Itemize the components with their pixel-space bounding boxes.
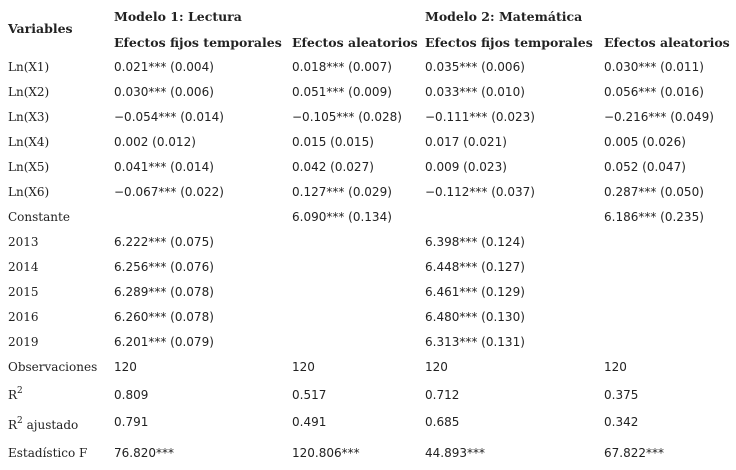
cell-m1-re: 120.806*** <box>292 446 360 460</box>
cell-m1-re: 120 <box>292 360 315 374</box>
row-label: Ln(X5) <box>8 160 50 174</box>
cell-m2-fe: 6.448*** (0.127) <box>425 260 525 274</box>
cell-m2-re: 6.186*** (0.235) <box>604 210 704 224</box>
cell-m2-re: −0.216*** (0.049) <box>604 110 714 124</box>
cell-m2-fe: 0.712 <box>425 388 460 402</box>
table-row: 2019 6.201*** (0.079) 6.313*** (0.131) <box>0 330 736 354</box>
cell-m2-fe: 44.893*** <box>425 446 485 460</box>
subcol-m1-fixed: Efectos fijos temporales <box>114 35 282 50</box>
cell-m1-re: 0.018*** (0.007) <box>292 60 392 74</box>
cell-m1-fe: −0.054*** (0.014) <box>114 110 224 124</box>
cell-m2-fe: 6.480*** (0.130) <box>425 310 525 324</box>
cell-m2-fe: 0.009 (0.023) <box>425 160 507 174</box>
cell-m1-fe: 6.256*** (0.076) <box>114 260 214 274</box>
cell-m2-re: 0.030*** (0.011) <box>604 60 704 74</box>
row-label: Constante <box>8 210 70 224</box>
row-label: Ln(X3) <box>8 110 50 124</box>
cell-m2-re: 0.056*** (0.016) <box>604 85 704 99</box>
subcol-m2-fixed: Efectos fijos temporales <box>425 35 593 50</box>
row-label: 2014 <box>8 260 39 274</box>
cell-m1-re: 0.491 <box>292 415 327 429</box>
row-label-r2: R2 <box>8 386 23 403</box>
subcol-m1-random: Efectos aleatorios <box>292 35 418 50</box>
cell-m1-fe: 6.222*** (0.075) <box>114 235 214 249</box>
cell-m2-re: 120 <box>604 360 627 374</box>
cell-m2-re: 0.005 (0.026) <box>604 135 686 149</box>
row-label: 2019 <box>8 335 39 349</box>
table-row: 2013 6.222*** (0.075) 6.398*** (0.124) <box>0 230 736 254</box>
cell-m1-fe: 0.021*** (0.004) <box>114 60 214 74</box>
cell-m2-fe: 6.398*** (0.124) <box>425 235 525 249</box>
table-row: Ln(X1) 0.021*** (0.004) 0.018*** (0.007)… <box>0 55 736 79</box>
row-label: 2013 <box>8 235 39 249</box>
row-label: Ln(X6) <box>8 185 50 199</box>
row-label: Observaciones <box>8 360 98 374</box>
cell-m1-fe: 0.809 <box>114 388 149 402</box>
row-label-r2-adjusted: R2 ajustado <box>8 416 79 433</box>
subcol-m2-random: Efectos aleatorios <box>604 35 730 50</box>
row-label: Ln(X1) <box>8 60 50 74</box>
table-row: Ln(X4) 0.002 (0.012) 0.015 (0.015) 0.017… <box>0 130 736 154</box>
cell-m2-fe: 0.685 <box>425 415 460 429</box>
cell-m2-re: 0.287*** (0.050) <box>604 185 704 199</box>
table-row-r2-adjusted: R2 ajustado 0.791 0.491 0.685 0.342 <box>0 413 736 437</box>
table-row: 2016 6.260*** (0.078) 6.480*** (0.130) <box>0 305 736 329</box>
cell-m2-fe: 0.035*** (0.006) <box>425 60 525 74</box>
cell-m1-fe: 6.201*** (0.079) <box>114 335 214 349</box>
model2-title: Modelo 2: Matemática <box>425 9 583 24</box>
cell-m2-re: 67.822*** <box>604 446 664 460</box>
cell-m1-re: 0.127*** (0.029) <box>292 185 392 199</box>
row-label: 2016 <box>8 310 39 324</box>
cell-m1-fe: 120 <box>114 360 137 374</box>
cell-m1-fe: 0.791 <box>114 415 149 429</box>
table-row: Ln(X6) −0.067*** (0.022) 0.127*** (0.029… <box>0 180 736 204</box>
table-row-observations: Observaciones 120 120 120 120 <box>0 355 736 379</box>
cell-m2-fe: 6.461*** (0.129) <box>425 285 525 299</box>
cell-m2-re: 0.052 (0.047) <box>604 160 686 174</box>
cell-m2-fe: 0.033*** (0.010) <box>425 85 525 99</box>
cell-m1-re: 0.517 <box>292 388 327 402</box>
cell-m1-fe: 0.002 (0.012) <box>114 135 196 149</box>
table-row: Ln(X2) 0.030*** (0.006) 0.051*** (0.009)… <box>0 80 736 104</box>
cell-m1-re: 0.051*** (0.009) <box>292 85 392 99</box>
table-row: Ln(X3) −0.054*** (0.014) −0.105*** (0.02… <box>0 105 736 129</box>
row-label: Ln(X2) <box>8 85 50 99</box>
row-label: 2015 <box>8 285 39 299</box>
cell-m1-fe: 76.820*** <box>114 446 174 460</box>
variables-header: Variables <box>8 21 73 36</box>
cell-m1-re: 0.015 (0.015) <box>292 135 374 149</box>
table-row: 2015 6.289*** (0.078) 6.461*** (0.129) <box>0 280 736 304</box>
cell-m1-fe: 0.041*** (0.014) <box>114 160 214 174</box>
cell-m1-re: 6.090*** (0.134) <box>292 210 392 224</box>
model1-title: Modelo 1: Lectura <box>114 9 242 24</box>
cell-m1-re: 0.042 (0.027) <box>292 160 374 174</box>
cell-m1-fe: −0.067*** (0.022) <box>114 185 224 199</box>
cell-m2-re: 0.342 <box>604 415 639 429</box>
cell-m1-re: −0.105*** (0.028) <box>292 110 402 124</box>
cell-m2-fe: −0.111*** (0.023) <box>425 110 535 124</box>
cell-m1-fe: 0.030*** (0.006) <box>114 85 214 99</box>
row-label: Estadístico F <box>8 446 88 460</box>
cell-m2-fe: 6.313*** (0.131) <box>425 335 525 349</box>
header-row-models: Variables Modelo 1: Lectura Modelo 2: Ma… <box>0 5 736 36</box>
table-row: 2014 6.256*** (0.076) 6.448*** (0.127) <box>0 255 736 279</box>
row-label: Ln(X4) <box>8 135 50 149</box>
cell-m2-fe: 0.017 (0.021) <box>425 135 507 149</box>
cell-m2-fe: 120 <box>425 360 448 374</box>
cell-m1-fe: 6.260*** (0.078) <box>114 310 214 324</box>
cell-m2-fe: −0.112*** (0.037) <box>425 185 535 199</box>
table-row: Ln(X5) 0.041*** (0.014) 0.042 (0.027) 0.… <box>0 155 736 179</box>
header-row-subcolumns: Efectos fijos temporales Efectos aleator… <box>0 31 736 55</box>
table-row-f-stat: Estadístico F 76.820*** 120.806*** 44.89… <box>0 441 736 465</box>
table-row: Constante 6.090*** (0.134) 6.186*** (0.2… <box>0 205 736 229</box>
table-row-r2: R2 0.809 0.517 0.712 0.375 <box>0 383 736 407</box>
cell-m2-re: 0.375 <box>604 388 639 402</box>
cell-m1-fe: 6.289*** (0.078) <box>114 285 214 299</box>
